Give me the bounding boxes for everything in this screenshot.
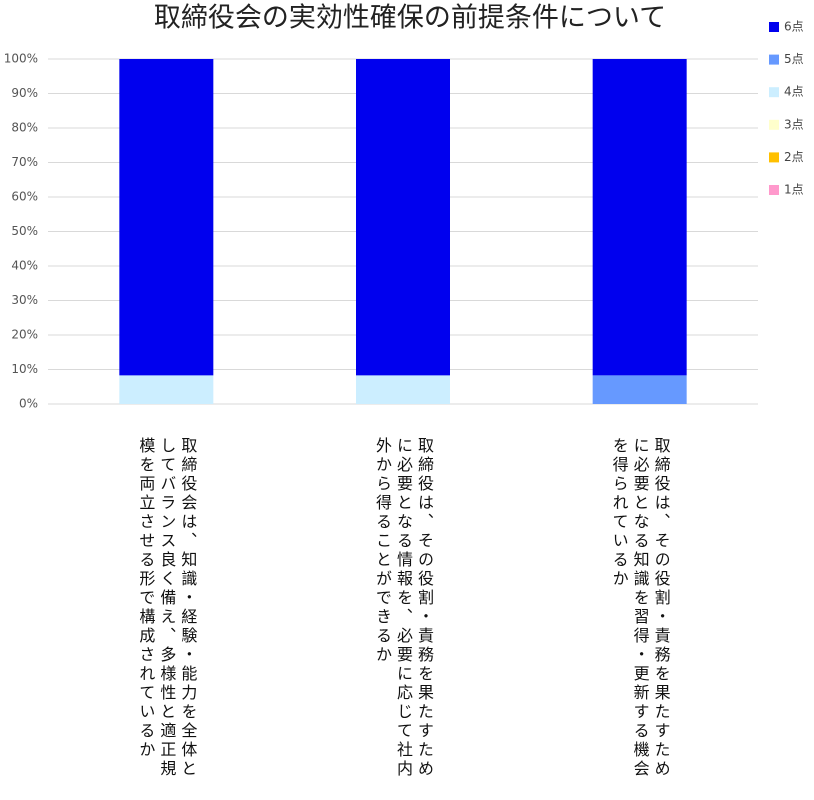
bar-segment — [356, 59, 450, 376]
bar-segment — [119, 59, 214, 376]
x-tick-label: 取締役は、その役割・責務を果たすために必要となる情報を、必要に応じて社内外から得… — [373, 437, 434, 779]
y-tick-label: 90% — [11, 86, 38, 100]
legend-swatch — [769, 119, 779, 130]
legend-label: 3点 — [784, 117, 804, 131]
y-tick-label: 20% — [11, 328, 38, 342]
bar-segment — [592, 375, 687, 404]
legend-label: 1点 — [784, 183, 804, 197]
x-tick-label: 取締役会は、知識・経験・能力を全体としてバランス良く備え、多様性と適正規模を両立… — [136, 437, 198, 779]
bar-segment — [356, 375, 450, 404]
x-tick-label: 取締役は、その役割・責務を果たすために必要となる知識を習得・更新する機会を得られ… — [609, 437, 671, 779]
y-tick-label: 60% — [11, 190, 38, 204]
y-tick-label: 80% — [11, 121, 38, 135]
y-tick-label: 10% — [11, 362, 38, 376]
y-tick-label: 0% — [19, 397, 38, 411]
legend-swatch — [769, 185, 779, 195]
legend-label: 6点 — [784, 20, 804, 34]
legend-swatch — [769, 54, 779, 65]
y-tick-label: 40% — [11, 259, 38, 273]
bar-segment — [119, 375, 214, 404]
legend-label: 4点 — [784, 85, 804, 99]
legend-swatch — [769, 87, 779, 98]
y-tick-label: 30% — [11, 293, 38, 307]
chart-title: 取締役会の実効性確保の前提条件について — [154, 3, 666, 34]
y-tick-label: 70% — [11, 155, 38, 169]
legend-label: 2点 — [784, 150, 804, 164]
bar-segment — [592, 59, 687, 376]
legend-swatch — [769, 22, 779, 32]
y-tick-label: 50% — [11, 224, 38, 238]
legend-label: 5点 — [784, 52, 804, 66]
y-tick-label: 100% — [4, 52, 38, 66]
legend-swatch — [769, 152, 779, 163]
